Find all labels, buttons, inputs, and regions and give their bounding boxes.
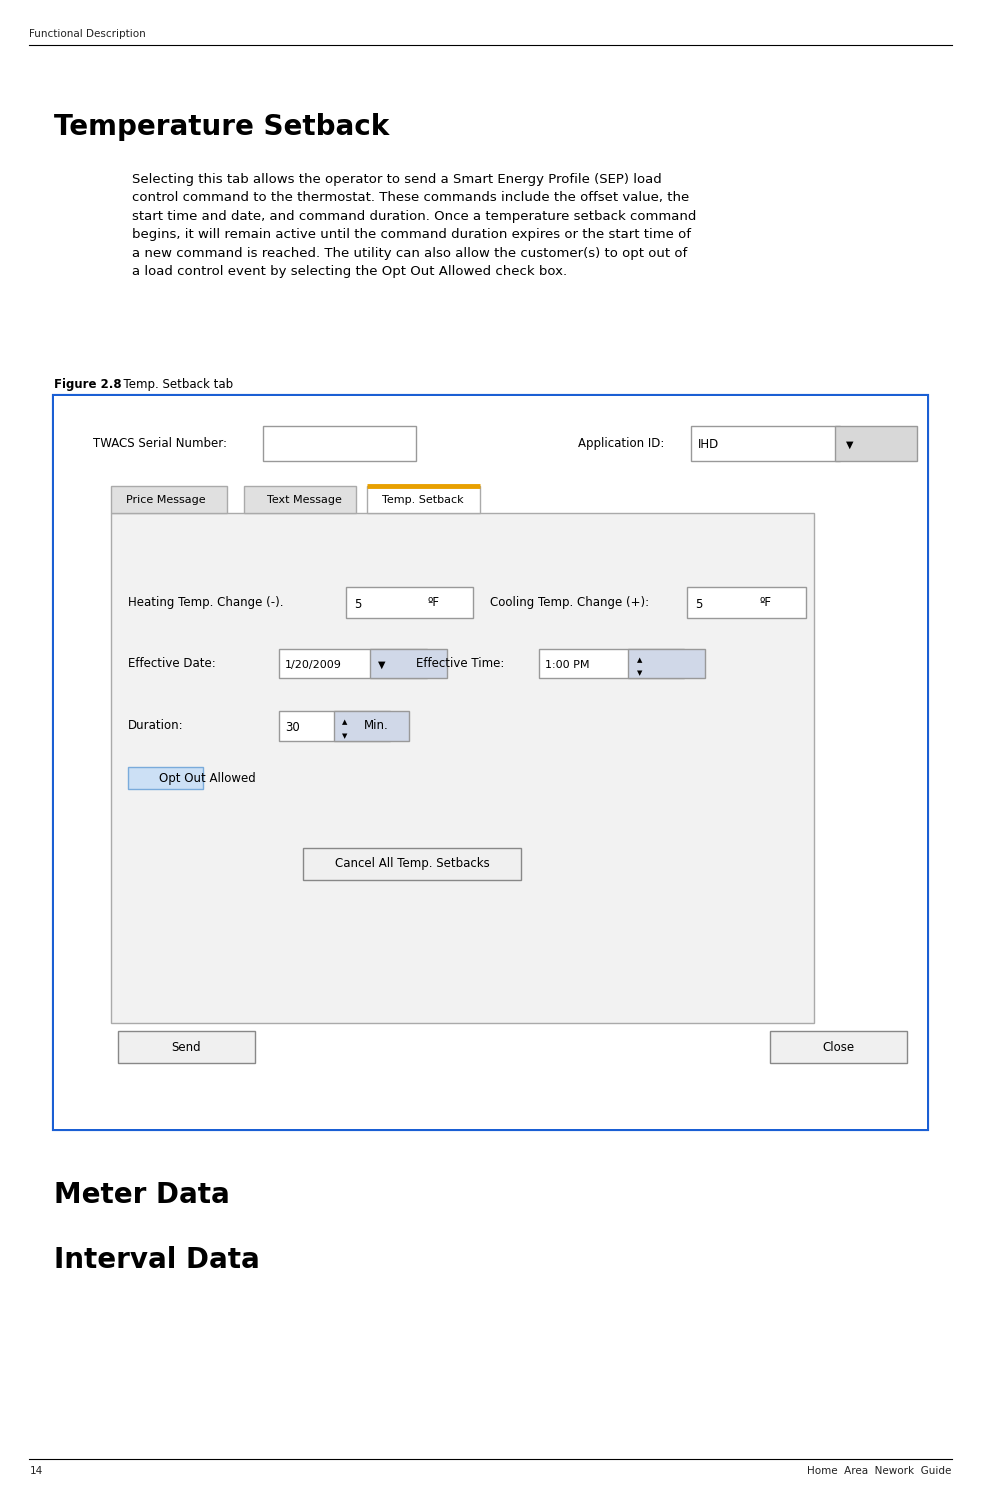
Text: ▼: ▼: [846, 440, 853, 450]
Text: Figure 2.8: Figure 2.8: [54, 378, 122, 392]
Text: Min.: Min.: [364, 719, 388, 732]
Text: Temperature Setback: Temperature Setback: [54, 113, 389, 141]
Bar: [629, 648, 705, 678]
Bar: [280, 711, 389, 740]
Bar: [692, 426, 840, 461]
Text: ▲: ▲: [342, 719, 347, 725]
Bar: [370, 648, 446, 678]
Text: ▼: ▼: [637, 669, 643, 675]
Text: ▲: ▲: [637, 657, 643, 663]
Text: Interval Data: Interval Data: [54, 1246, 260, 1274]
Text: Opt Out Allowed: Opt Out Allowed: [159, 772, 255, 785]
Bar: [118, 1031, 255, 1063]
Bar: [264, 426, 416, 461]
Text: Duration:: Duration:: [129, 719, 183, 732]
Text: 30: 30: [285, 720, 300, 734]
Text: Price Message: Price Message: [126, 494, 206, 504]
Text: ºF: ºF: [759, 596, 771, 609]
Text: 14: 14: [29, 1466, 43, 1477]
Text: ºF: ºF: [428, 596, 439, 609]
Bar: [687, 587, 806, 618]
Text: 1:00 PM: 1:00 PM: [544, 660, 590, 669]
Text: ▼: ▼: [378, 660, 386, 669]
Bar: [54, 396, 927, 1129]
Bar: [111, 513, 813, 1022]
Text: TWACS Serial Number:: TWACS Serial Number:: [93, 437, 228, 450]
Text: Application ID:: Application ID:: [578, 437, 664, 450]
Bar: [54, 396, 927, 1129]
Bar: [111, 486, 227, 513]
Text: Effective Date:: Effective Date:: [129, 657, 216, 669]
Bar: [244, 486, 356, 513]
Bar: [335, 711, 409, 740]
Bar: [346, 587, 473, 618]
Text: Send: Send: [172, 1040, 201, 1054]
Text: 5: 5: [354, 597, 362, 611]
Bar: [367, 486, 480, 513]
Text: Functional Description: Functional Description: [29, 29, 146, 39]
Bar: [129, 767, 203, 790]
Text: ▼: ▼: [342, 732, 347, 738]
Text: Text Message: Text Message: [267, 494, 342, 504]
Text: Effective Time:: Effective Time:: [416, 657, 504, 669]
Text: Selecting this tab allows the operator to send a Smart Energy Profile (SEP) load: Selecting this tab allows the operator t…: [132, 173, 697, 278]
Text: Close: Close: [822, 1040, 854, 1054]
Bar: [836, 426, 917, 461]
Bar: [539, 648, 684, 678]
Text: 5: 5: [695, 597, 702, 611]
Text: Heating Temp. Change (-).: Heating Temp. Change (-).: [129, 596, 284, 609]
Text: Cancel All Temp. Setbacks: Cancel All Temp. Setbacks: [335, 857, 490, 871]
Text: Cooling Temp. Change (+):: Cooling Temp. Change (+):: [490, 596, 649, 609]
Bar: [280, 648, 428, 678]
Text: Temp. Setback tab: Temp. Setback tab: [116, 378, 232, 392]
Bar: [770, 1031, 906, 1063]
Text: 1/20/2009: 1/20/2009: [285, 660, 342, 669]
Bar: [303, 848, 521, 880]
Text: IHD: IHD: [698, 438, 719, 452]
Text: Temp. Setback: Temp. Setback: [383, 494, 464, 504]
Text: Home  Area  Nework  Guide: Home Area Nework Guide: [807, 1466, 952, 1477]
Text: Meter Data: Meter Data: [54, 1181, 230, 1210]
